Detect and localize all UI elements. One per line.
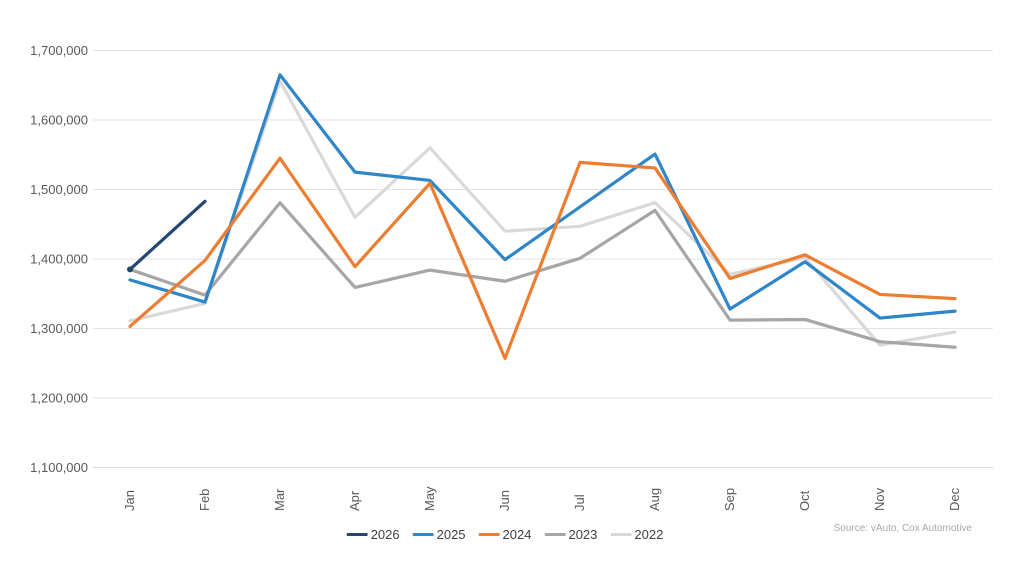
chart-legend: 2026 2025 2024 2023 2022 <box>346 527 663 542</box>
legend-swatch-2022 <box>610 533 632 536</box>
legend-item-2023: 2023 <box>544 527 597 542</box>
y-axis-tick-label: 1,700,000 <box>30 43 88 58</box>
legend-item-2024: 2024 <box>478 527 532 542</box>
legend-swatch-2026 <box>346 533 368 536</box>
legend-item-2025: 2025 <box>412 527 466 542</box>
legend-swatch-2025 <box>412 533 434 536</box>
series-line-2025 <box>128 73 957 320</box>
x-axis-tick-label: Mar <box>272 488 287 511</box>
legend-item-2026: 2026 <box>346 527 400 542</box>
series-2026-start-marker <box>127 266 133 273</box>
series-line-2023 <box>128 201 957 349</box>
source-note: Source: vAuto, Cox Automotive <box>833 523 972 534</box>
x-axis-tick-label: Oct <box>797 490 812 511</box>
y-axis-tick-label: 1,600,000 <box>30 113 88 128</box>
legend-label: 2022 <box>634 527 664 542</box>
series-line-2026 <box>128 199 207 272</box>
legend-label: 2024 <box>502 527 532 542</box>
legend-label: 2023 <box>568 527 598 542</box>
legend-swatch-2024 <box>478 533 500 536</box>
y-axis-tick-label: 1,100,000 <box>30 460 88 475</box>
legend-label: 2025 <box>436 527 466 542</box>
legend-label: 2026 <box>370 527 400 542</box>
x-axis-tick-label: Jan <box>122 490 137 511</box>
x-axis-tick-label: Jul <box>572 494 587 511</box>
x-axis-tick-label: Nov <box>872 487 887 511</box>
x-axis-tick-label: Dec <box>947 487 962 511</box>
legend-swatch-2023 <box>544 533 566 536</box>
legend-item-2022: 2022 <box>610 527 663 542</box>
series-line-2022 <box>128 79 957 347</box>
y-axis-tick-label: 1,300,000 <box>30 321 88 336</box>
x-axis-tick-label: May <box>422 486 437 511</box>
x-axis-tick-label: Feb <box>197 489 212 511</box>
x-axis-tick-label: Apr <box>347 490 362 511</box>
series-line-2024 <box>128 156 957 360</box>
x-axis-tick-label: Jun <box>497 490 512 511</box>
y-axis-tick-label: 1,500,000 <box>30 182 88 197</box>
x-axis-tick-label: Aug <box>647 488 662 511</box>
x-axis-tick-label: Sep <box>722 488 737 511</box>
y-axis-tick-label: 1,200,000 <box>30 391 88 406</box>
y-axis-tick-label: 1,400,000 <box>30 252 88 267</box>
